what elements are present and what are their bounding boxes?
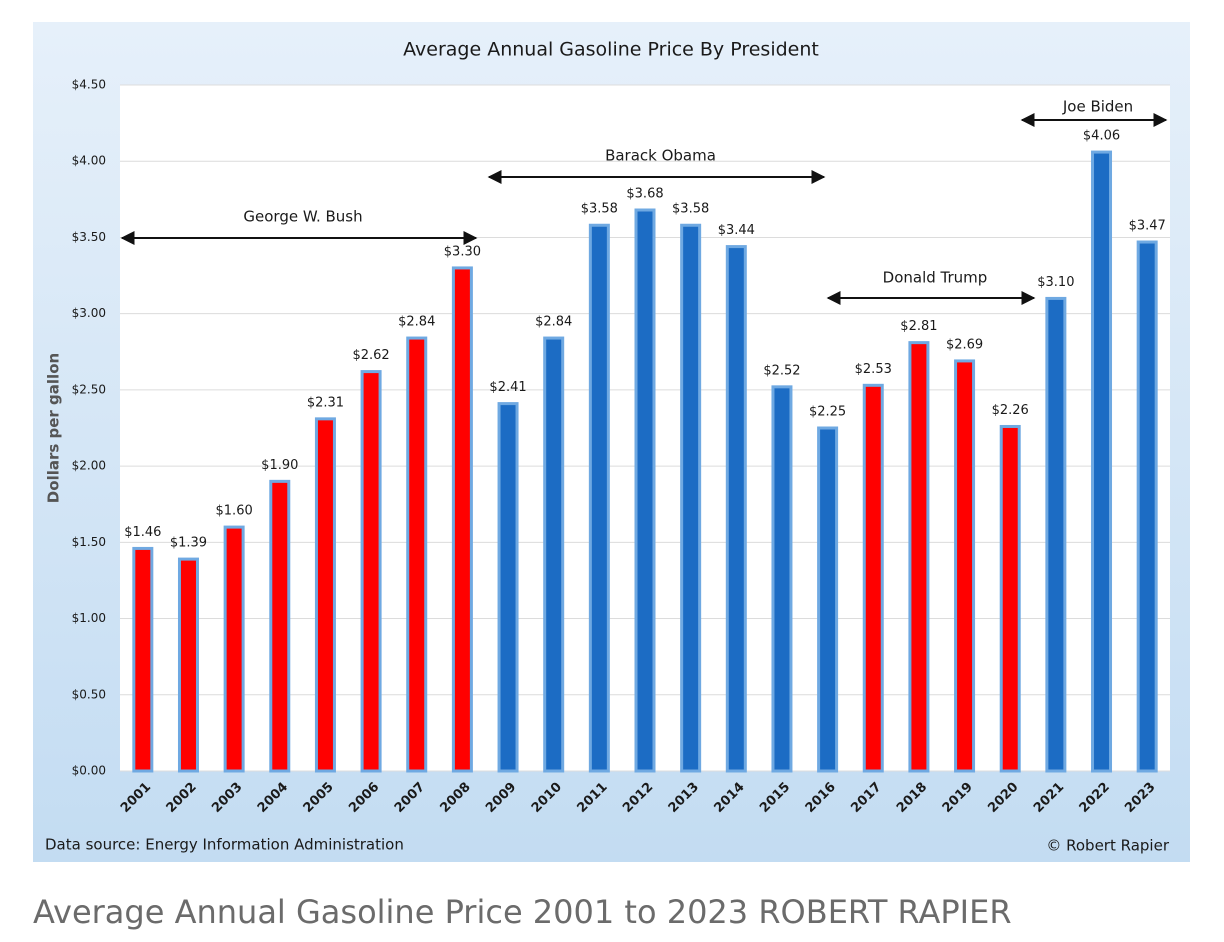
value-label: $3.68 (626, 187, 663, 202)
annotation: George W. Bush (243, 208, 362, 226)
bar (543, 336, 565, 773)
y-tick-label: $0.50 (72, 687, 106, 701)
value-label: $3.47 (1129, 219, 1166, 234)
value-label: $1.39 (170, 536, 207, 551)
value-label: $2.62 (352, 348, 389, 363)
y-axis-label: Dollars per gallon (45, 353, 63, 503)
bar (360, 370, 382, 773)
bar (588, 223, 610, 773)
bar (725, 245, 747, 773)
value-label: $2.25 (809, 405, 846, 420)
bar (1091, 150, 1113, 773)
bar (406, 336, 428, 773)
source-note: Data source: Energy Information Administ… (45, 836, 404, 854)
y-tick-label: $4.00 (72, 154, 106, 168)
y-tick-label: $4.50 (72, 78, 106, 92)
bar (771, 385, 793, 773)
bar (908, 341, 930, 773)
bar (451, 266, 473, 773)
value-label: $1.90 (261, 458, 298, 473)
value-label: $3.58 (581, 202, 618, 217)
value-label: $2.52 (763, 363, 800, 378)
value-label: $1.60 (216, 504, 253, 519)
y-tick-label: $0.00 (72, 764, 106, 778)
bar (497, 402, 519, 773)
y-tick-label: $3.00 (72, 306, 106, 320)
caption: Average Annual Gasoline Price 2001 to 20… (33, 893, 1012, 931)
value-label: $2.84 (398, 315, 435, 330)
value-label: $3.30 (444, 244, 481, 259)
bar (223, 525, 245, 773)
annotation: Joe Biden (1062, 98, 1133, 116)
value-label: $4.06 (1083, 129, 1120, 144)
bar (177, 557, 199, 773)
bar (1136, 240, 1158, 773)
bar (817, 426, 839, 773)
annotation: Donald Trump (883, 269, 988, 287)
credit: © Robert Rapier (1046, 837, 1169, 855)
y-tick-label: $3.50 (72, 230, 106, 244)
chart-title: Average Annual Gasoline Price By Preside… (403, 39, 819, 61)
bar (314, 417, 336, 773)
value-label: $3.58 (672, 202, 709, 217)
bar (862, 383, 884, 773)
bar (269, 479, 291, 773)
bar (634, 208, 656, 773)
value-label: $2.81 (900, 319, 937, 334)
value-label: $1.46 (124, 525, 161, 540)
y-tick-label: $2.00 (72, 459, 106, 473)
bar (1045, 296, 1067, 773)
bar (954, 359, 976, 773)
value-label: $2.31 (307, 395, 344, 410)
value-label: $2.26 (992, 403, 1029, 418)
value-label: $2.53 (855, 362, 892, 377)
chart: Average Annual Gasoline Price By Preside… (33, 22, 1190, 862)
y-tick-label: $1.50 (72, 535, 106, 549)
value-label: $2.41 (489, 380, 526, 395)
value-label: $2.69 (946, 337, 983, 352)
value-label: $2.84 (535, 315, 572, 330)
y-tick-label: $2.50 (72, 382, 106, 396)
y-tick-label: $1.00 (72, 611, 106, 625)
bar (132, 546, 154, 773)
bar (680, 223, 702, 773)
annotation: Barack Obama (605, 147, 716, 165)
bar (999, 424, 1021, 773)
value-label: $3.10 (1037, 275, 1074, 290)
value-label: $3.44 (718, 223, 755, 238)
